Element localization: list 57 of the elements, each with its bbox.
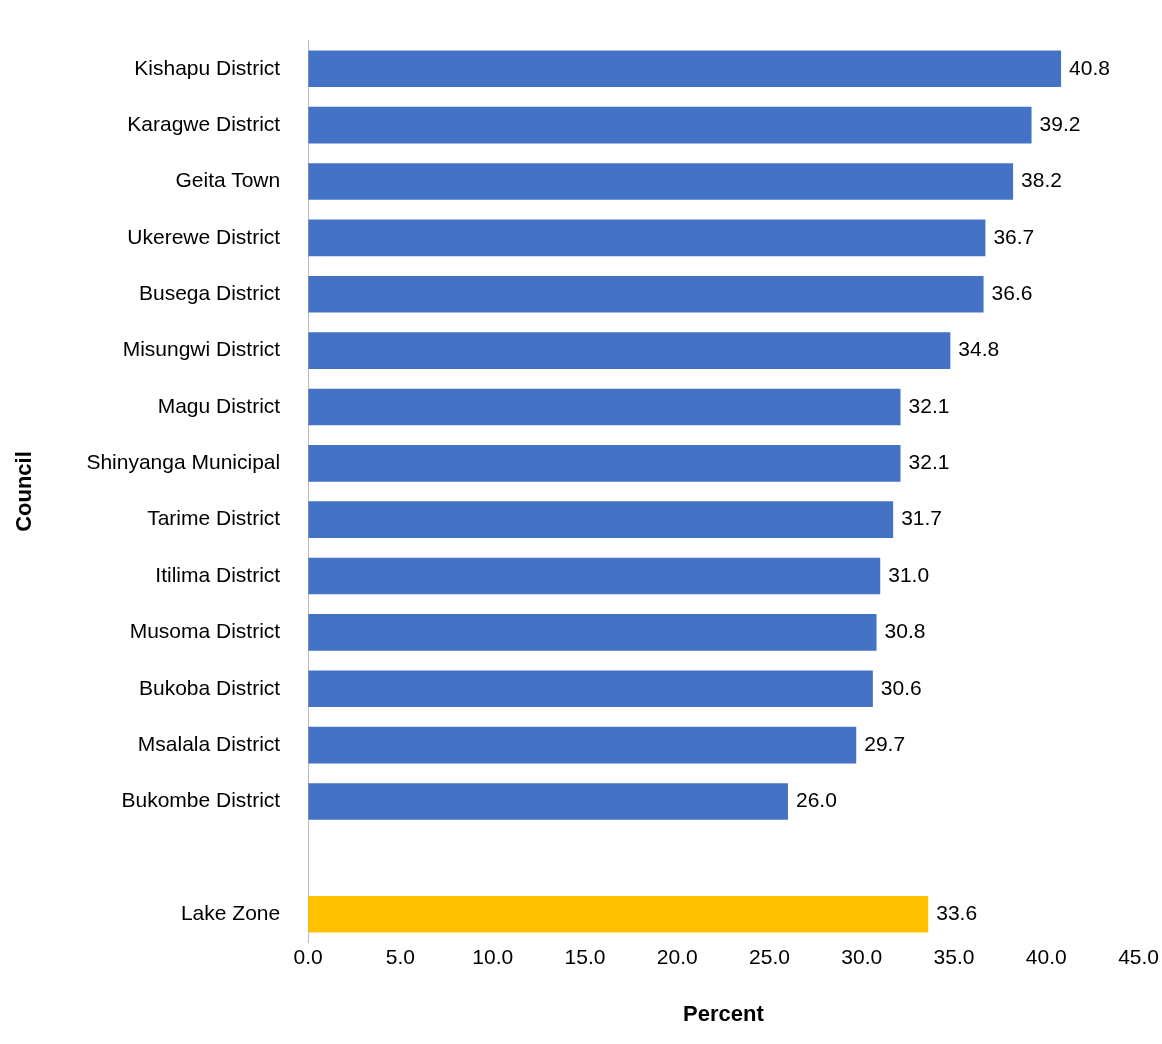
x-tick-label: 10.0 [472,944,514,968]
data-label: 31.0 [888,562,930,586]
y-tick-label: Lake Zone [180,901,281,925]
y-tick-label: Shinyanga Municipal [86,450,281,474]
x-tick-label: 35.0 [933,944,975,968]
y-tick-label: Musoma District [129,619,281,643]
data-label: 30.6 [880,675,922,699]
y-axis-title: Council [11,451,37,532]
x-tick-label: 30.0 [841,944,883,968]
y-tick-label: Misungwi District [122,337,281,361]
data-label: 33.6 [936,901,978,925]
bar [308,163,1014,200]
data-label: 38.2 [1021,168,1062,192]
y-tick-label: Geita Town [175,168,281,192]
y-tick-label: Magu District [157,393,281,417]
bar [308,275,984,313]
bar [308,557,881,595]
x-tick-label: 40.0 [1025,944,1067,968]
y-tick-label: Karagwe District [127,111,281,135]
data-label: 30.8 [884,619,926,643]
bar [308,895,929,933]
data-label: 32.1 [908,393,950,417]
y-tick-label: Itilima District [155,562,281,586]
x-tick-label: 15.0 [564,944,606,968]
y-tick-label: Msalala District [137,731,281,755]
y-tick-label: Kishapu District [134,55,281,79]
y-tick-label: Tarime District [147,506,281,530]
x-tick-label: 25.0 [749,944,790,968]
x-tick-label: 20.0 [656,944,698,968]
y-tick-label: Bukombe District [121,788,281,812]
y-tick-label: Bukoba District [138,675,281,699]
bar [308,219,986,257]
data-label: 36.6 [991,281,1033,305]
bar [308,445,901,482]
bar [308,501,894,538]
x-axis-title: Percent [683,1000,765,1026]
bar [308,783,788,820]
data-label: 32.1 [908,450,950,474]
data-label: 31.7 [901,506,943,530]
data-label: 26.0 [795,788,837,812]
bar [308,614,877,651]
data-label: 34.8 [958,337,1000,361]
data-label: 40.8 [1069,55,1110,79]
data-label: 29.7 [864,731,906,755]
bar [308,726,857,764]
bar [308,332,951,369]
bar [308,388,901,426]
bar [308,50,1062,88]
data-label: 36.7 [993,224,1035,248]
bar [308,670,873,708]
x-tick-label: 0.0 [293,944,323,968]
y-tick-label: Busega District [138,281,281,305]
bar [308,106,1032,144]
x-tick-label: 5.0 [385,944,416,968]
data-label: 39.2 [1039,111,1081,135]
y-tick-label: Ukerewe District [127,224,281,248]
x-tick-label: 45.0 [1118,944,1159,968]
